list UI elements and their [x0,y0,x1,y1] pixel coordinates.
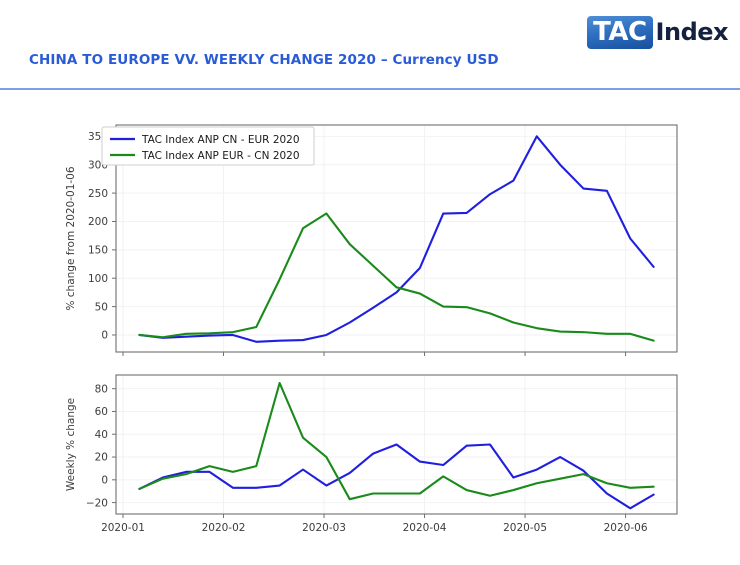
weekly-change-panel: −20 0 20 40 60 80 2020-01 2020-02 2020-03 2020-04… [65,374,678,534]
page-header: TAC Index CHINA TO EUROPE VV. WEEKLY CHA… [0,0,740,93]
y-tick-label: 40 [95,429,108,441]
y-tick-label: 200 [88,216,108,228]
plot-frame [115,374,678,515]
y-tick-label: 0 [101,330,108,342]
logo-text-index: Index [655,18,729,46]
y-tick-label: 0 [101,475,108,487]
logo-mark: TAC [587,15,653,49]
plot-frame [115,124,678,353]
legend-label-cn-eur: TAC Index ANP CN - EUR 2020 [141,134,300,146]
x-tick-label: 2020-04 [403,522,447,534]
y-tick-label: 20 [95,452,108,464]
x-tick-label: 2020-03 [302,522,346,534]
tacindex-logo: TAC Index [587,14,729,50]
page-title: CHINA TO EUROPE VV. WEEKLY CHANGE 2020 –… [29,52,499,68]
x-tick-label: 2020-05 [503,522,547,534]
y-tick-label: 100 [88,273,108,285]
y-axis-title: Weekly % change [65,398,77,491]
series-line-cn-eur [138,443,655,510]
legend-label-eur-cn: TAC Index ANP EUR - CN 2020 [141,150,300,162]
y-tick-label: 80 [95,383,108,395]
y-tick-label: 60 [95,406,108,418]
y-axis-title: % change from 2020-01-06 [65,166,77,310]
x-tick-label: 2020-06 [604,522,648,534]
logo-text-tac: TAC [593,16,647,47]
y-tick-label: 250 [88,188,108,200]
legend-background [101,126,315,166]
x-tick-label: 2020-02 [202,522,246,534]
x-tick-label: 2020-01 [101,522,145,534]
series-line-cn-eur [138,135,655,343]
series-line-eur-cn [138,381,655,501]
y-tick-label: 150 [88,245,108,257]
chart-legend: TAC Index ANP CN - EUR 2020 TAC Index ANP… [101,126,315,166]
header-divider [0,88,740,90]
chart-figure: 0 50 100 150 200 250 300 350% change from 2020-… [0,93,740,565]
series-line-eur-cn [138,212,655,342]
y-tick-label: 50 [95,301,108,313]
y-tick-label: −20 [86,497,108,509]
